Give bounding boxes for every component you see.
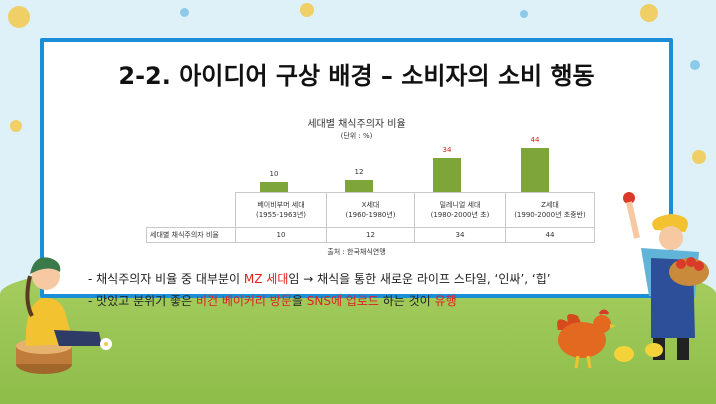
- bar-value-label: 44: [531, 136, 540, 144]
- bullet-list: - 채식주의자 비율 중 대부분이 MZ 세대임 → 채식을 통한 새로운 라이…: [88, 268, 551, 312]
- bullet-text: - 채식주의자 비율 중 대부분이: [88, 272, 244, 286]
- category-years: (1990-2000년 초중반): [514, 211, 586, 219]
- value-cell: 44: [505, 227, 595, 243]
- decor-dot: [8, 6, 30, 28]
- table-corner-cell: [146, 192, 236, 228]
- chart-bar: [521, 148, 549, 192]
- bullet-highlight: SNS에 업로드: [306, 294, 379, 308]
- farmer-with-apples-illustration: [623, 192, 709, 360]
- decor-dot: [520, 10, 528, 18]
- decor-dot: [692, 150, 706, 164]
- chart-data-table: 베이비부머 세대 (1955-1963년) X세대 (1960-1980년) 밀…: [146, 192, 595, 243]
- decor-dot: [690, 60, 700, 70]
- bar-chart: 10 12 34 44: [260, 136, 549, 192]
- value-cell: 12: [326, 227, 415, 243]
- bar-value-label: 34: [443, 146, 452, 154]
- category-cell: 밀레니얼 세대 (1980-2000년 초): [414, 192, 506, 228]
- bullet-text: - 맛있고 분위기 좋은: [88, 294, 196, 308]
- bullet-item: - 맛있고 분위기 좋은 비건 베이커리 방문을 SNS에 업로드 하는 것이 …: [88, 290, 551, 312]
- bullet-item: - 채식주의자 비율 중 대부분이 MZ 세대임 → 채식을 통한 새로운 라이…: [88, 268, 551, 290]
- category-name: 밀레니얼 세대: [439, 201, 481, 209]
- bullet-highlight: 비건 베이커리 방문: [195, 294, 292, 308]
- chicks-illustration: [614, 343, 663, 362]
- bullet-text: 하는 것이: [378, 294, 435, 308]
- series-name-cell: 세대별 채식주의자 비율: [146, 227, 236, 243]
- bar-value-label: 10: [270, 170, 279, 178]
- category-name: X세대: [361, 201, 380, 209]
- bullet-highlight: 유행: [434, 294, 457, 308]
- decor-dot: [300, 3, 314, 17]
- chart-source: 출처 : 한국채식연맹: [327, 248, 386, 256]
- category-name: 베이비부머 세대: [257, 201, 305, 209]
- slide-title: 2-2. 아이디어 구상 배경 – 소비자의 소비 행동: [118, 62, 595, 90]
- value-cell: 10: [235, 227, 327, 243]
- category-cell: 베이비부머 세대 (1955-1963년): [235, 192, 327, 228]
- decor-dot: [640, 4, 658, 22]
- decor-dot: [180, 8, 189, 17]
- category-years: (1980-2000년 초): [430, 211, 490, 219]
- bullet-highlight: MZ 세대: [243, 272, 289, 286]
- bullet-text: 을: [291, 294, 307, 308]
- chart-title: 세대별 채식주의자 비율: [307, 119, 406, 130]
- category-years: (1955-1963년): [255, 211, 307, 219]
- bar-value-label: 12: [355, 168, 364, 176]
- category-years: (1960-1980년): [345, 211, 396, 219]
- category-cell: Z세대 (1990-2000년 초중반): [505, 192, 595, 228]
- bullet-text: 임 → 채식을 통한 새로운 라이프 스타일, ‘인싸’, ‘힙’: [288, 272, 551, 286]
- chart-bar: [260, 182, 288, 192]
- chart-bar: [433, 158, 461, 192]
- decor-dot: [10, 120, 22, 132]
- value-cell: 34: [414, 227, 506, 243]
- chart-bar: [345, 180, 373, 192]
- chart-unit-note: (단위 : %): [340, 132, 373, 140]
- category-cell: X세대 (1960-1980년): [326, 192, 415, 228]
- chicken-illustration: [557, 309, 616, 369]
- category-name: Z세대: [541, 201, 559, 209]
- girl-on-stump-illustration: [16, 257, 112, 374]
- slide-card: 2-2. 아이디어 구상 배경 – 소비자의 소비 행동 세대별 채식주의자 비…: [40, 38, 673, 298]
